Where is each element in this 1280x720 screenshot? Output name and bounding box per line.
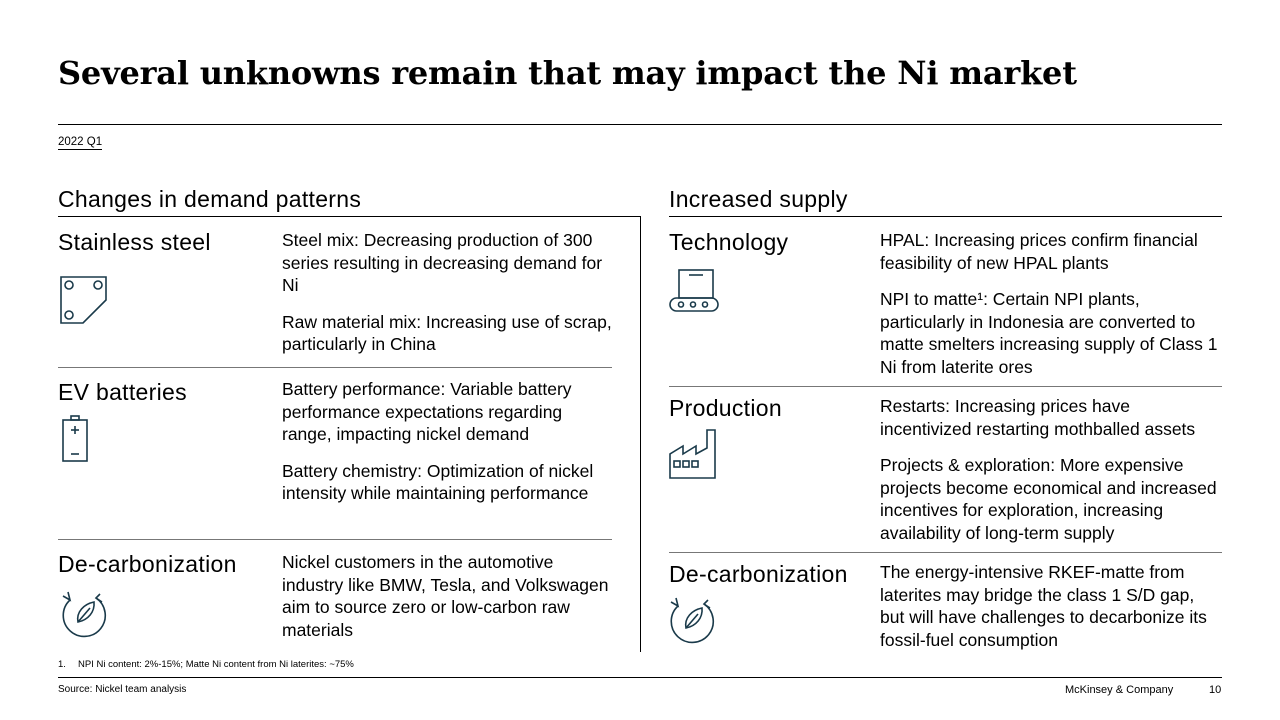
- footnote-text: NPI Ni content: 2%-15%; Matte Ni content…: [78, 659, 354, 670]
- stainless-steel-plate-icon: [58, 274, 112, 328]
- category-technology: Technology: [669, 229, 789, 255]
- row-divider: [669, 552, 1222, 553]
- footnote-number: 1.: [58, 659, 66, 670]
- date-label: 2022 Q1: [58, 136, 103, 150]
- left-section-heading: Changes in demand patterns: [58, 186, 362, 212]
- decarbonization-demand-description: Nickel customers in the automotive indus…: [282, 551, 612, 641]
- ev-batteries-description: Battery performance: Variable battery pe…: [282, 378, 612, 505]
- company-name: McKinsey & Company: [1065, 684, 1174, 696]
- right-section-rule: [669, 216, 1222, 217]
- battery-icon: [58, 414, 92, 464]
- stainless-steel-description: Steel mix: Decreasing production of 300 …: [282, 229, 612, 356]
- category-stainless-steel: Stainless steel: [58, 229, 211, 255]
- category-ev-batteries: EV batteries: [58, 379, 187, 405]
- description-item: NPI to matte¹: Certain NPI plants, parti…: [880, 289, 1218, 377]
- technology-description: HPAL: Increasing prices confirm financia…: [880, 229, 1222, 378]
- factory-icon: [669, 428, 721, 480]
- description-item: HPAL: Increasing prices confirm financia…: [880, 230, 1198, 273]
- category-decarbonization-supply: De-carbonization: [669, 561, 848, 587]
- row-divider: [58, 367, 612, 368]
- description-item: Restarts: Increasing prices have incenti…: [880, 396, 1196, 439]
- description-item: Projects & exploration: More expensive p…: [880, 455, 1217, 543]
- conveyor-belt-icon: [669, 268, 721, 314]
- description-item: Battery performance: Variable battery pe…: [282, 379, 572, 444]
- right-section-heading: Increased supply: [669, 186, 848, 212]
- page-number: 10: [1209, 684, 1222, 696]
- page-title: Several unknowns remain that may impact …: [58, 54, 1077, 92]
- left-section-rule: [58, 216, 640, 217]
- description-item: Battery chemistry: Optimization of nicke…: [282, 460, 594, 504]
- recycle-leaf-icon: [60, 590, 110, 640]
- category-production: Production: [669, 395, 782, 421]
- footnote: 1. NPI Ni content: 2%-15%; Matte Ni conte…: [58, 659, 354, 670]
- description-item: Nickel customers in the automotive indus…: [282, 552, 609, 640]
- description-item: Steel mix: Decreasing production of 300 …: [282, 230, 603, 295]
- footer-divider: [58, 677, 1222, 678]
- description-item: The energy-intensive RKEF-matte from lat…: [880, 562, 1207, 650]
- production-description: Restarts: Increasing prices have incenti…: [880, 395, 1222, 544]
- row-divider: [58, 539, 612, 540]
- column-divider: [640, 216, 641, 652]
- recycle-leaf-icon: [668, 596, 718, 646]
- title-divider: [58, 124, 1222, 125]
- category-decarbonization-demand: De-carbonization: [58, 551, 237, 577]
- decarbonization-supply-description: The energy-intensive RKEF-matte from lat…: [880, 561, 1222, 651]
- row-divider: [669, 386, 1222, 387]
- description-item: Raw material mix: Increasing use of scra…: [282, 311, 612, 355]
- source-note: Source: Nickel team analysis: [58, 684, 187, 695]
